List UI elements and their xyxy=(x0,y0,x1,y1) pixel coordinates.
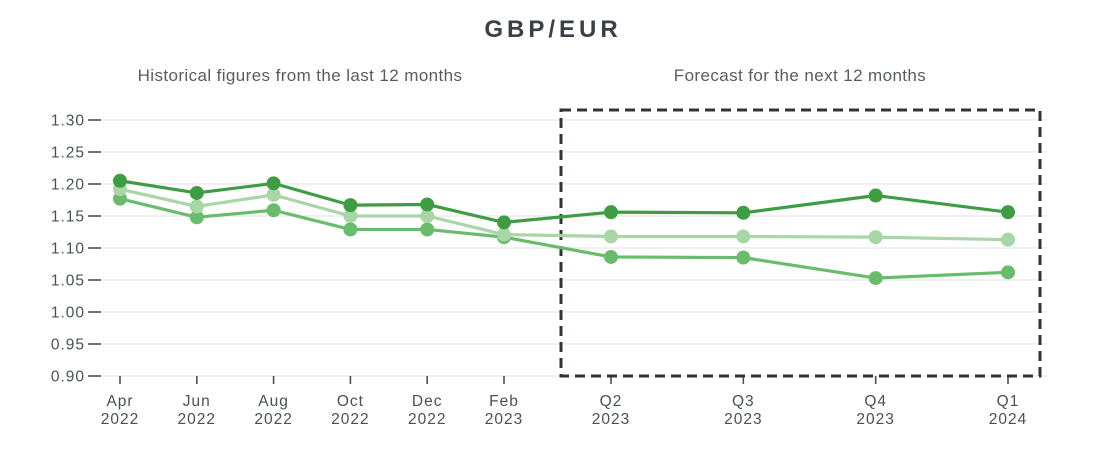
forecast-region-box xyxy=(559,108,1042,378)
data-point-low xyxy=(189,210,204,225)
x-tick-label-period: Q2 xyxy=(600,393,623,410)
y-tick-label: 0.95 xyxy=(51,337,85,354)
x-tick-label-year: 2022 xyxy=(101,411,139,428)
data-point-high xyxy=(497,215,511,230)
data-point-high xyxy=(868,188,883,203)
historical-annotation: Historical figures from the last 12 mont… xyxy=(137,66,463,85)
data-point-mid xyxy=(343,209,358,223)
x-tick-label-year: 2024 xyxy=(989,411,1027,428)
data-point-mid xyxy=(868,230,883,245)
x-tick-label-period: Dec xyxy=(412,393,443,410)
data-point-high xyxy=(1001,205,1015,220)
x-tick-label-year: 2022 xyxy=(408,411,446,428)
x-tick-label-period: Q3 xyxy=(732,393,755,410)
y-tick-label: 1.05 xyxy=(51,273,85,290)
x-tick-label-year: 2022 xyxy=(178,411,216,428)
chart-title: GBP/EUR xyxy=(484,16,622,43)
y-tick-label: 1.30 xyxy=(51,113,85,130)
data-point-mid xyxy=(736,229,751,244)
data-point-low xyxy=(736,250,751,265)
data-point-mid xyxy=(604,229,618,244)
data-point-high xyxy=(266,176,281,191)
data-point-high xyxy=(736,205,751,220)
x-tick-label-period: Feb xyxy=(489,393,519,410)
data-point-mid xyxy=(266,187,281,202)
data-point-mid xyxy=(189,199,204,214)
x-tick-label-period: Apr xyxy=(106,393,133,410)
data-point-high xyxy=(420,197,435,212)
data-point-low xyxy=(420,222,435,237)
data-point-low xyxy=(604,249,618,264)
x-tick-label-period: Q4 xyxy=(864,393,887,410)
x-tick-label-year: 2023 xyxy=(856,411,894,428)
data-point-high xyxy=(113,173,127,188)
x-tick-label-period: Aug xyxy=(258,393,289,410)
y-tick-label: 1.00 xyxy=(51,305,85,322)
x-tick-label-year: 2023 xyxy=(592,411,630,428)
data-point-high xyxy=(343,198,358,213)
data-point-mid xyxy=(497,227,511,242)
x-tick-label-year: 2023 xyxy=(724,411,762,428)
data-point-mid xyxy=(1001,232,1015,247)
x-tick-label-year: 2023 xyxy=(485,411,523,428)
y-tick-label: 1.15 xyxy=(51,209,85,226)
data-point-mid xyxy=(420,209,435,223)
y-tick-label: 1.10 xyxy=(51,241,85,258)
data-point-high xyxy=(604,205,618,220)
x-tick-label-year: 2022 xyxy=(331,411,369,428)
series-line-high xyxy=(119,179,1009,224)
y-tick-label: 0.90 xyxy=(51,369,85,386)
data-point-low xyxy=(266,203,281,218)
data-point-high xyxy=(189,185,204,200)
x-tick-label-period: Q1 xyxy=(997,393,1020,410)
y-tick-label: 1.20 xyxy=(51,177,85,194)
series-line-low xyxy=(119,197,1009,280)
x-tick-label-period: Oct xyxy=(337,393,364,410)
series-line-mid xyxy=(119,187,1009,242)
data-point-low xyxy=(343,222,358,237)
y-tick-label: 1.25 xyxy=(51,145,85,162)
data-point-low xyxy=(113,191,127,206)
data-point-low xyxy=(1001,265,1015,280)
forecast-annotation: Forecast for the next 12 months xyxy=(673,66,927,85)
x-tick-label-year: 2022 xyxy=(254,411,292,428)
x-tick-label-period: Jun xyxy=(183,393,211,410)
data-point-low xyxy=(868,271,883,286)
